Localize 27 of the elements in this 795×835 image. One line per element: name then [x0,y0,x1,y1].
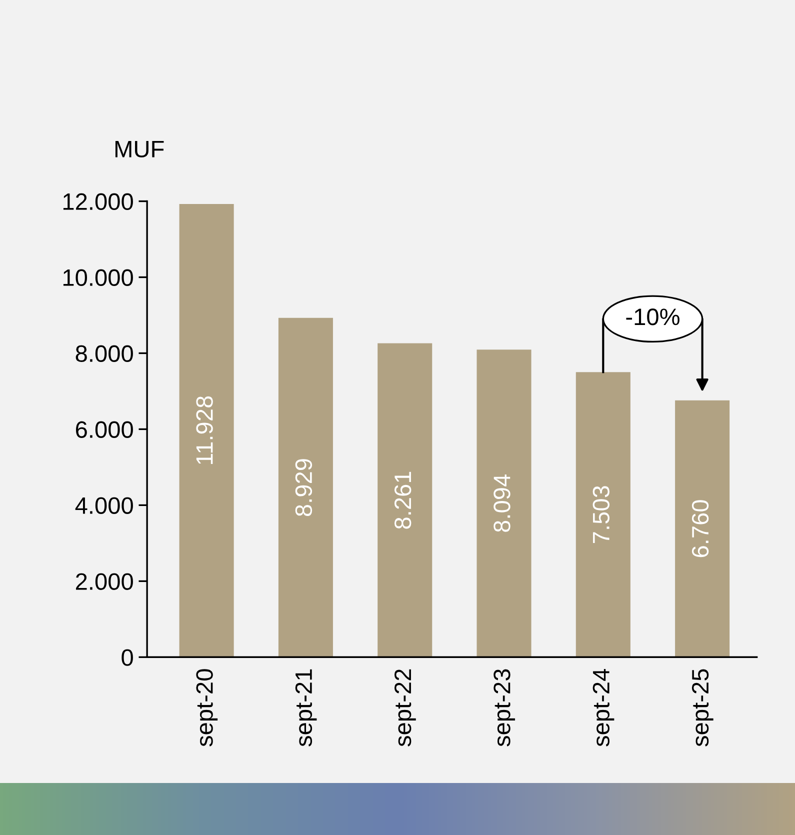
y-tick-label: 12.000 [63,193,133,210]
y-tick-label: 8.000 [76,345,133,362]
bar [278,318,333,658]
x-tick-label: sept-25 [692,669,714,746]
y-tick-label: 6.000 [76,421,133,438]
y-tick-label: 10.000 [63,269,133,286]
y-tick-label: 0 [122,649,133,666]
bar [476,350,532,658]
y-tick-label: 2.000 [76,573,133,590]
data-label: 6.760 [692,500,709,558]
data-label: 7.503 [592,486,610,543]
x-tick-label: sept-21 [295,669,317,746]
data-label: 11.928 [196,396,213,464]
x-tick-label: sept-20 [196,669,218,746]
bar [576,372,630,658]
y-axis-title: MUF [115,140,164,158]
y-tick-label: 4.000 [75,497,133,514]
data-label: 8.094 [494,474,510,532]
bar [675,400,730,658]
x-tick-label: sept-23 [494,669,516,746]
bar [378,343,432,658]
data-label: 8.261 [394,472,412,529]
x-tick-label: sept-22 [394,669,416,746]
bar [179,204,234,658]
x-tick-label: sept-24 [592,668,614,746]
annotation: -10% [626,308,680,326]
data-label: 8.929 [295,459,312,516]
